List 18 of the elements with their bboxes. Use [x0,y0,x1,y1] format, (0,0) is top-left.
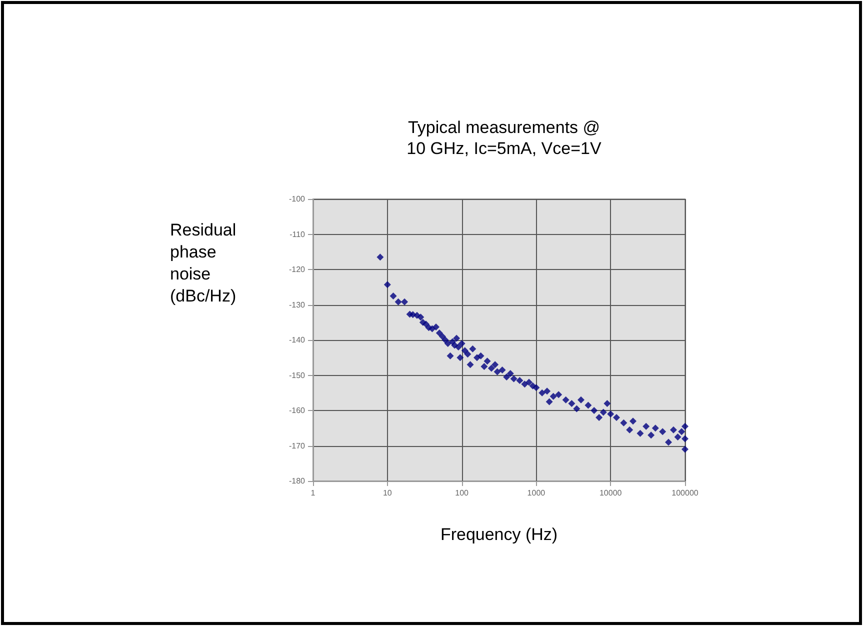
y-tick-label: -100 [288,194,306,204]
y-tick-label: -160 [288,406,306,415]
y-tick-label: -120 [288,265,306,274]
x-tick-label: 10 [382,488,392,498]
y-tick-label: -110 [290,230,306,239]
y-tick-label: -130 [288,300,306,310]
x-tick-label: 10000 [599,488,622,498]
y-tick-label: -180 [288,476,306,486]
x-tick-label: 1 [310,488,316,498]
x-tick-label: 1000 [527,488,546,498]
y-axis-title: Residual phase noise (dBc/Hz) [170,220,236,306]
y-tick-label: -140 [288,336,306,344]
chart-title: Typical measurements @ 10 GHz, Ic=5mA, Vce=1V [406,118,602,158]
x-tick-label: 100 [455,488,470,498]
y-tick-label: -170 [288,441,306,450]
x-tick-label: 100000 [672,488,699,498]
y-tick-label: -150 [288,370,306,380]
x-axis-title: Frequency (Hz) [440,525,558,544]
